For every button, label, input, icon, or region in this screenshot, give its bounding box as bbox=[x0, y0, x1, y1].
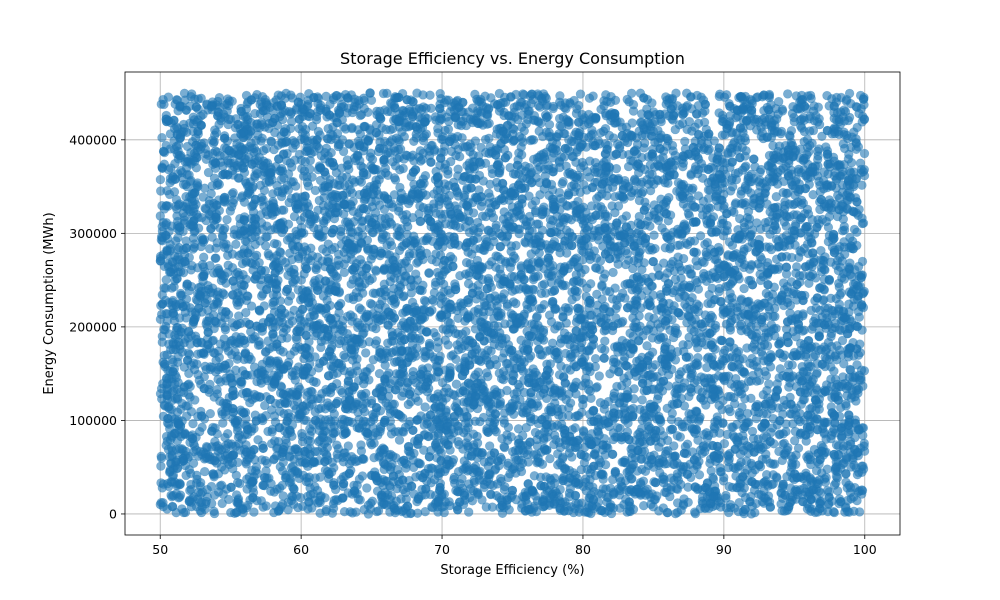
scatter-point bbox=[563, 403, 574, 413]
scatter-point bbox=[356, 109, 367, 120]
scatter-point bbox=[649, 230, 659, 240]
scatter-point bbox=[463, 279, 474, 289]
scatter-point bbox=[451, 379, 462, 389]
scatter-point bbox=[419, 295, 430, 306]
scatter-point bbox=[455, 271, 465, 281]
scatter-point bbox=[608, 357, 619, 367]
scatter-point bbox=[257, 133, 267, 143]
scatter-point bbox=[161, 275, 171, 285]
scatter-point bbox=[420, 402, 430, 412]
scatter-point bbox=[637, 395, 647, 405]
scatter-point bbox=[389, 190, 399, 200]
scatter-point bbox=[806, 305, 816, 316]
scatter-point bbox=[415, 459, 425, 469]
scatter-point bbox=[581, 486, 591, 496]
scatter-point bbox=[188, 458, 199, 468]
scatter-point bbox=[231, 239, 241, 250]
scatter-point bbox=[508, 169, 519, 179]
scatter-point bbox=[339, 507, 350, 517]
scatter-point bbox=[626, 88, 637, 99]
scatter-point bbox=[275, 406, 285, 416]
scatter-point bbox=[371, 265, 381, 275]
scatter-point bbox=[506, 309, 516, 319]
scatter-point bbox=[219, 289, 229, 300]
scatter-point bbox=[343, 441, 353, 451]
scatter-point bbox=[380, 163, 391, 174]
scatter-point bbox=[388, 157, 398, 167]
scatter-point bbox=[177, 504, 187, 514]
scatter-point bbox=[822, 90, 832, 101]
scatter-point bbox=[837, 256, 847, 266]
scatter-point bbox=[642, 341, 652, 351]
scatter-point bbox=[223, 429, 233, 439]
scatter-point bbox=[812, 146, 823, 156]
scatter-point bbox=[303, 181, 314, 191]
scatter-point bbox=[624, 97, 634, 107]
scatter-point bbox=[555, 91, 565, 101]
scatter-point bbox=[270, 436, 280, 446]
scatter-point bbox=[529, 471, 540, 481]
scatter-point bbox=[427, 294, 438, 305]
scatter-point bbox=[822, 464, 832, 474]
scatter-point bbox=[588, 91, 598, 101]
scatter-point bbox=[600, 345, 610, 355]
scatter-point bbox=[789, 435, 800, 446]
scatter-point bbox=[200, 466, 210, 477]
scatter-point bbox=[829, 507, 839, 518]
scatter-point bbox=[669, 441, 679, 451]
scatter-point bbox=[553, 410, 564, 420]
scatter-point bbox=[261, 241, 271, 251]
scatter-point bbox=[528, 135, 539, 145]
scatter-point bbox=[714, 108, 724, 118]
scatter-point bbox=[845, 232, 855, 243]
scatter-point bbox=[782, 89, 793, 99]
scatter-point bbox=[205, 409, 216, 419]
scatter-point bbox=[561, 248, 572, 258]
scatter-point bbox=[156, 461, 166, 471]
scatter-point bbox=[672, 498, 683, 508]
scatter-point bbox=[305, 436, 316, 446]
scatter-point bbox=[339, 209, 349, 219]
scatter-point bbox=[534, 126, 544, 136]
scatter-point bbox=[636, 454, 647, 464]
scatter-point bbox=[476, 201, 487, 212]
scatter-point bbox=[366, 254, 376, 264]
scatter-point bbox=[246, 301, 257, 311]
scatter-point bbox=[356, 389, 367, 399]
scatter-point bbox=[513, 202, 524, 212]
scatter-point bbox=[203, 167, 214, 178]
scatter-point bbox=[725, 186, 736, 196]
scatter-point bbox=[629, 384, 639, 394]
scatter-point bbox=[594, 371, 604, 381]
scatter-point bbox=[676, 505, 686, 515]
scatter-point bbox=[190, 395, 200, 405]
points-layer bbox=[155, 88, 870, 519]
scatter-point bbox=[200, 149, 211, 159]
scatter-point bbox=[853, 261, 864, 272]
scatter-point bbox=[739, 283, 749, 294]
scatter-point bbox=[844, 88, 855, 99]
scatter-point bbox=[596, 202, 606, 212]
